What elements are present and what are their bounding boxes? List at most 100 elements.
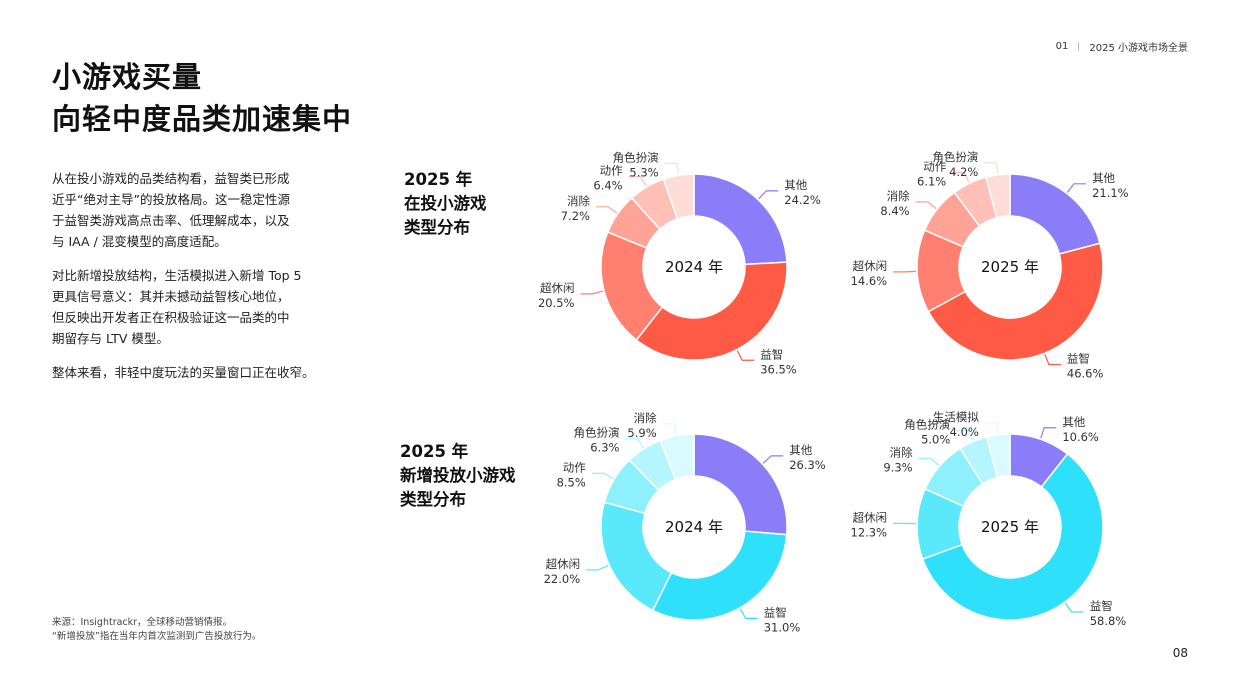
- section-label-line: 类型分布: [400, 490, 466, 509]
- slice-value: 58.8%: [1090, 614, 1127, 628]
- leader-line: [952, 171, 970, 183]
- slice-label: 动作: [600, 164, 623, 178]
- page-number: 08: [1172, 646, 1188, 660]
- slice-label: 超休闲: [546, 557, 581, 571]
- leader-line: [739, 608, 758, 619]
- slice-value: 12.3%: [851, 525, 888, 539]
- body-text: 从在投小游戏的品类结构看，益智类已形成 近乎“绝对主导”的投放格局。这一稳定性源…: [52, 168, 342, 396]
- slice-value: 46.6%: [1067, 367, 1104, 381]
- paragraph-line: 更具信号意义：其并未撼动益智核心地位，: [52, 289, 290, 304]
- leader-line: [984, 162, 999, 174]
- slice-value: 5.9%: [627, 426, 656, 440]
- footnote-source: 来源：Insightrackr，全球移动营销情报。: [52, 617, 233, 628]
- slice-label: 角色扮演: [573, 426, 619, 440]
- footnote-definition: “新增投放”指在当年内首次监测到广告投放行为。: [52, 631, 262, 642]
- slice-label: 益智: [760, 347, 783, 361]
- slice-label: 其他: [789, 443, 812, 457]
- slice-label: 益智: [764, 605, 787, 619]
- slice-label: 生活模拟: [933, 410, 979, 424]
- page-title: 小游戏买量 向轻中度品类加速集中: [52, 56, 352, 140]
- page-title-line-1: 小游戏买量: [52, 60, 203, 94]
- slice-value: 5.0%: [921, 433, 950, 447]
- active-games-section-label: 2025 年 在投小游戏 类型分布: [404, 168, 487, 240]
- section-label-line: 2025 年: [404, 170, 473, 189]
- donut-slice: [693, 433, 788, 536]
- slice-value: 26.3%: [789, 458, 826, 472]
- slice-label: 其他: [1092, 171, 1115, 185]
- slice-label: 角色扮演: [613, 150, 659, 164]
- section-label-line: 2025 年: [400, 442, 469, 461]
- page-title-line-2: 向轻中度品类加速集中: [52, 102, 353, 136]
- donut-slice: [985, 173, 1011, 219]
- slice-value: 10.6%: [1062, 430, 1099, 444]
- paragraph-3: 整体来看，非轻中度玩法的买量窗口正在收窄。: [52, 362, 342, 383]
- slice-value: 6.1%: [917, 174, 946, 188]
- paragraph-1: 从在投小游戏的品类结构看，益智类已形成 近乎“绝对主导”的投放格局。这一稳定性源…: [52, 168, 342, 252]
- slice-value: 6.4%: [593, 179, 622, 193]
- leader-line: [595, 206, 618, 214]
- slice-label: 消除: [634, 411, 657, 425]
- slice-value: 31.0%: [764, 620, 801, 634]
- slice-value: 4.0%: [950, 425, 979, 439]
- donut-slice: [662, 173, 695, 220]
- leader-line: [918, 457, 940, 466]
- leader-line: [625, 437, 644, 449]
- paragraph-line: 但反映出开发者正在积极验证这一品类的中: [52, 310, 290, 325]
- slice-label: 超休闲: [540, 281, 575, 295]
- slice-label: 角色扮演: [932, 150, 978, 164]
- slice-label: 超休闲: [853, 259, 888, 273]
- section-title: 2025 小游戏市场全景: [1089, 43, 1188, 54]
- slice-value: 7.2%: [561, 209, 590, 223]
- slice-label: 超休闲: [853, 510, 888, 524]
- donut-slice: [635, 261, 788, 361]
- leader-line: [758, 190, 779, 200]
- slice-label: 其他: [1062, 415, 1085, 429]
- paragraph-line: 近乎“绝对主导”的投放格局。这一稳定性源: [52, 192, 290, 207]
- leader-line: [915, 201, 937, 210]
- leader-line: [628, 175, 647, 187]
- leader-line: [664, 162, 680, 175]
- donut-center-label: 2025 年: [981, 258, 1039, 276]
- header-divider: [1078, 42, 1080, 51]
- leader-line: [586, 564, 609, 571]
- paragraph-2: 对比新增投放结构，生活模拟进入新增 Top 5 更具信号意义：其并未撼动益智核心…: [52, 265, 342, 349]
- slice-value: 6.3%: [590, 441, 619, 455]
- donut-slice: [659, 433, 695, 481]
- donut-center-label: 2024 年: [665, 258, 723, 276]
- slice-value: 36.5%: [760, 362, 797, 376]
- slice-label: 其他: [784, 178, 807, 192]
- slice-value: 8.5%: [557, 475, 586, 489]
- leader-line: [1066, 183, 1087, 193]
- section-label-line: 类型分布: [404, 218, 470, 237]
- donut-slice: [693, 173, 788, 266]
- slice-value: 22.0%: [544, 572, 581, 586]
- slice-label: 角色扮演: [904, 418, 950, 432]
- slice-value: 20.5%: [538, 296, 575, 310]
- slice-value: 5.3%: [629, 165, 658, 179]
- slice-label: 益智: [1067, 352, 1090, 366]
- leader-line: [662, 423, 678, 435]
- slice-value: 9.3%: [883, 460, 912, 474]
- paragraph-line: 期留存与 LTV 模型。: [52, 331, 169, 346]
- leader-line: [984, 422, 999, 434]
- slice-label: 益智: [1090, 599, 1113, 613]
- slice-label: 消除: [887, 189, 910, 203]
- leader-line: [956, 430, 974, 441]
- new-games-section-label: 2025 年 新增投放小游戏 类型分布: [400, 440, 516, 512]
- paragraph-line: 于益智类游戏高点击率、低理解成本，以及: [52, 213, 290, 228]
- section-label-line: 新增投放小游戏: [400, 466, 516, 485]
- leader-line: [591, 472, 614, 480]
- donut-slice: [600, 501, 673, 612]
- leader-line: [1040, 427, 1057, 439]
- section-number: 01: [1055, 41, 1069, 52]
- leader-line: [580, 290, 604, 295]
- section-label-line: 在投小游戏: [404, 194, 487, 213]
- donut-slice: [985, 433, 1011, 479]
- footnote: 来源：Insightrackr，全球移动营销情报。 “新增投放”指在当年内首次监…: [52, 616, 261, 644]
- leader-line: [1064, 602, 1084, 613]
- slice-value: 8.4%: [880, 204, 909, 218]
